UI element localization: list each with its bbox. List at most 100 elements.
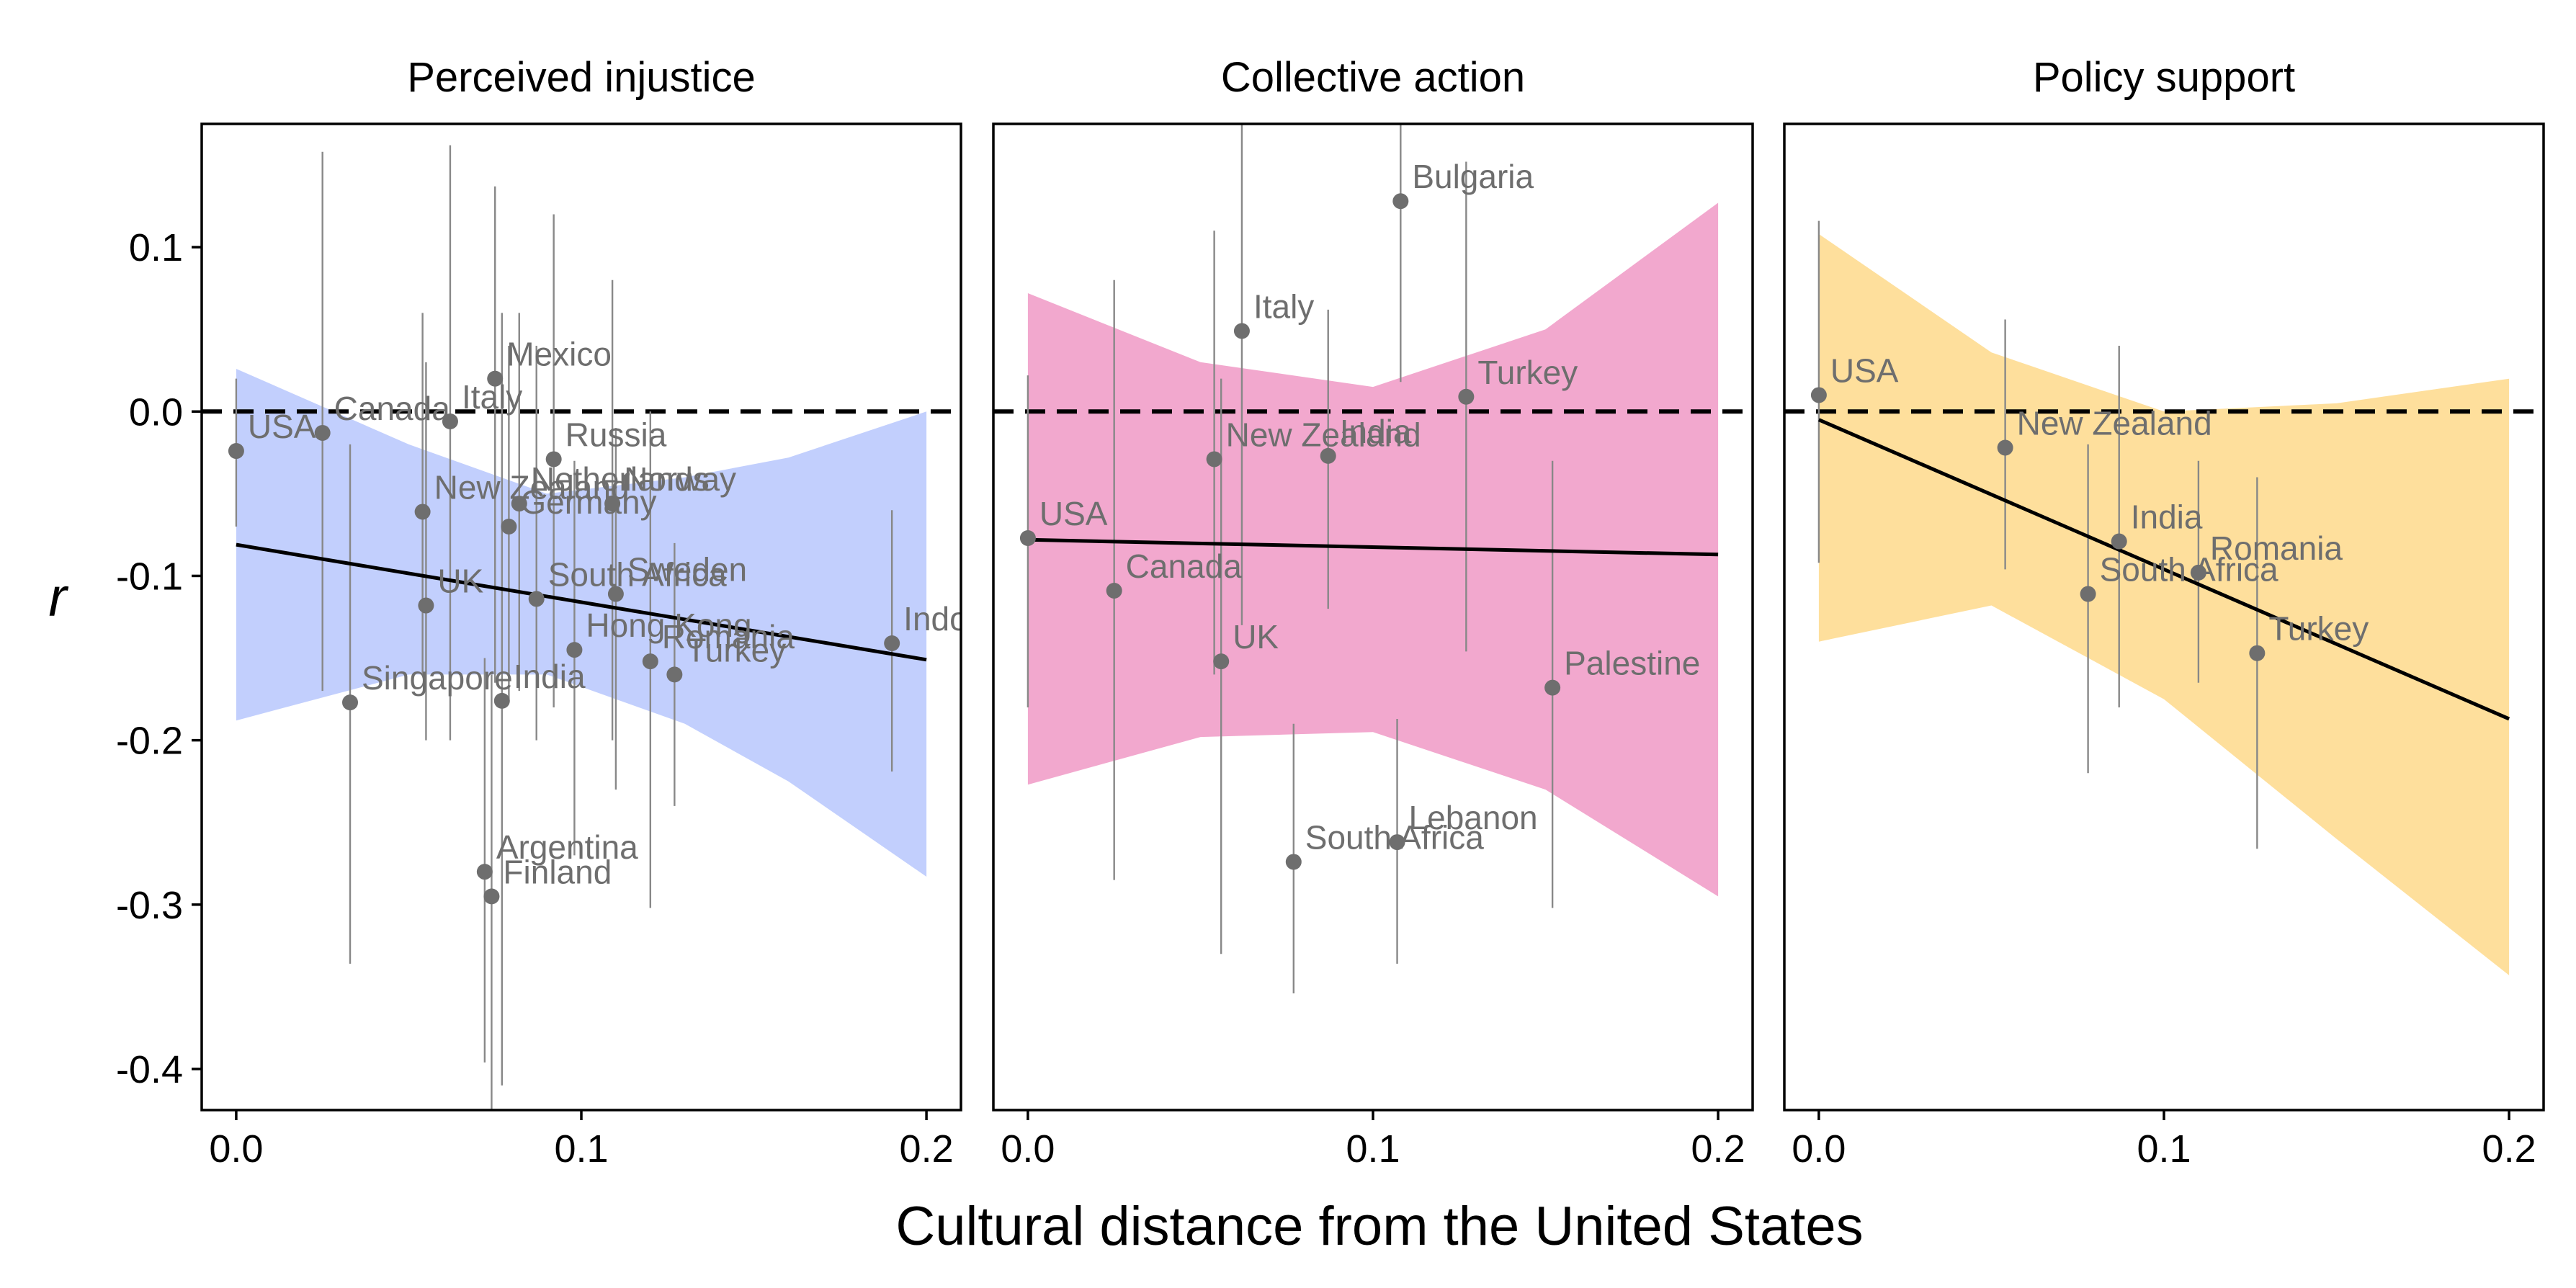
point-label: Palestine <box>1564 645 1700 682</box>
point-label: South Africa <box>548 555 727 593</box>
y-tick-label: -0.4 <box>116 1048 183 1091</box>
point-label: Hong Kong <box>586 607 751 644</box>
y-tick-label: -0.3 <box>116 884 183 927</box>
panels: Perceived injustice USA Canada Singapore Ita… <box>116 54 2545 1171</box>
point-label: USA <box>1830 352 1899 389</box>
data-point <box>228 443 244 460</box>
point-label: Canada <box>1126 547 1243 585</box>
point-label: Romania <box>662 618 795 656</box>
point-label: Turkey <box>686 631 786 668</box>
x-tick-label: 0.0 <box>1792 1127 1846 1171</box>
data-point <box>642 653 658 670</box>
data-point <box>528 591 545 607</box>
data-point <box>1997 439 2013 456</box>
data-point <box>1106 582 1122 599</box>
point-label: New Zealand <box>434 468 630 506</box>
panel-title: Perceived injustice <box>407 54 756 101</box>
x-tick-label: 0.2 <box>900 1127 954 1171</box>
data-point <box>1320 447 1336 464</box>
point-label: India <box>1340 413 1412 450</box>
data-point <box>511 496 527 512</box>
data-point <box>545 451 562 468</box>
panel-2: Collective action USA Canada New Zealand UK I… <box>992 54 1754 1171</box>
point-label: South Africa <box>2100 551 2278 589</box>
point-label: Netherlands <box>531 460 710 498</box>
point-label: Norway <box>624 460 736 498</box>
data-point <box>1392 193 1409 210</box>
data-point <box>476 864 493 880</box>
data-point <box>1019 529 1036 546</box>
point-label: New Zealand <box>1226 416 1421 453</box>
point-label: Turkey <box>2268 610 2369 648</box>
y-tick-label: 0.0 <box>129 390 183 434</box>
confidence-ribbon <box>236 369 927 877</box>
point-label: Turkey <box>1477 354 1578 391</box>
point-label: USA <box>1039 495 1108 532</box>
data-point <box>666 666 683 683</box>
panel-3: Policy support USA New Zealand South Africa… <box>1783 54 2545 1171</box>
x-tick-label: 0.1 <box>1346 1127 1400 1171</box>
data-point <box>1810 387 1827 403</box>
point-label: Germany <box>520 483 656 521</box>
point-label: Indonesia <box>903 600 1047 638</box>
data-point <box>2111 533 2127 550</box>
x-tick-label: 0.2 <box>2482 1127 2536 1171</box>
data-point <box>342 694 359 711</box>
point-label: Lebanon <box>1409 799 1538 836</box>
data-point <box>501 519 517 535</box>
data-point <box>487 370 504 387</box>
panel-title: Collective action <box>1221 54 1525 101</box>
data-point <box>1389 834 1405 851</box>
data-point <box>1544 679 1561 696</box>
data-point <box>414 504 431 520</box>
y-tick-label: 0.1 <box>129 226 183 269</box>
y-tick-label: -0.1 <box>116 555 183 598</box>
x-tick-label: 0.2 <box>1691 1127 1745 1171</box>
data-point <box>1213 653 1230 670</box>
confidence-ribbon <box>1027 202 1719 897</box>
point-label: India <box>514 658 586 695</box>
data-point <box>1285 854 1302 870</box>
y-tick-label: -0.2 <box>116 720 183 763</box>
point-label: Romania <box>2210 529 2343 567</box>
data-point <box>2190 564 2206 581</box>
point-label: India <box>2131 498 2203 536</box>
point-label: Canada <box>334 390 451 427</box>
regression-line <box>1027 537 1719 557</box>
data-point <box>2080 586 2096 602</box>
point-label: Singapore <box>362 659 513 697</box>
x-tick-label: 0.1 <box>554 1127 608 1171</box>
x-tick-label: 0.1 <box>2137 1127 2191 1171</box>
point-label: USA <box>248 408 316 445</box>
data-point <box>604 496 621 512</box>
regression-line <box>1817 418 2510 721</box>
confidence-ribbon <box>1818 233 2510 975</box>
data-point <box>566 642 583 658</box>
point-label: Argentina <box>496 828 638 866</box>
point-label: Mexico <box>506 336 612 373</box>
data-point <box>2249 645 2266 661</box>
point-label: Finland <box>503 853 612 890</box>
x-tick-label: 0.0 <box>209 1127 263 1171</box>
data-point <box>314 424 331 441</box>
point-label: Bulgaria <box>1412 158 1534 195</box>
data-point <box>607 586 624 602</box>
y-axis-title: r <box>48 567 68 628</box>
data-point <box>418 597 434 614</box>
data-point <box>1233 323 1250 339</box>
point-label: Sweden <box>627 551 747 589</box>
data-point <box>483 888 500 905</box>
point-label: New Zealand <box>2017 404 2212 442</box>
data-point <box>493 692 510 709</box>
data-point <box>1458 388 1475 405</box>
x-axis-title: Cultural distance from the United States <box>895 1196 1863 1257</box>
point-label: Russia <box>565 416 667 453</box>
panel-title: Policy support <box>2033 54 2295 101</box>
point-label: UK <box>1233 618 1279 656</box>
data-point <box>1206 451 1222 468</box>
